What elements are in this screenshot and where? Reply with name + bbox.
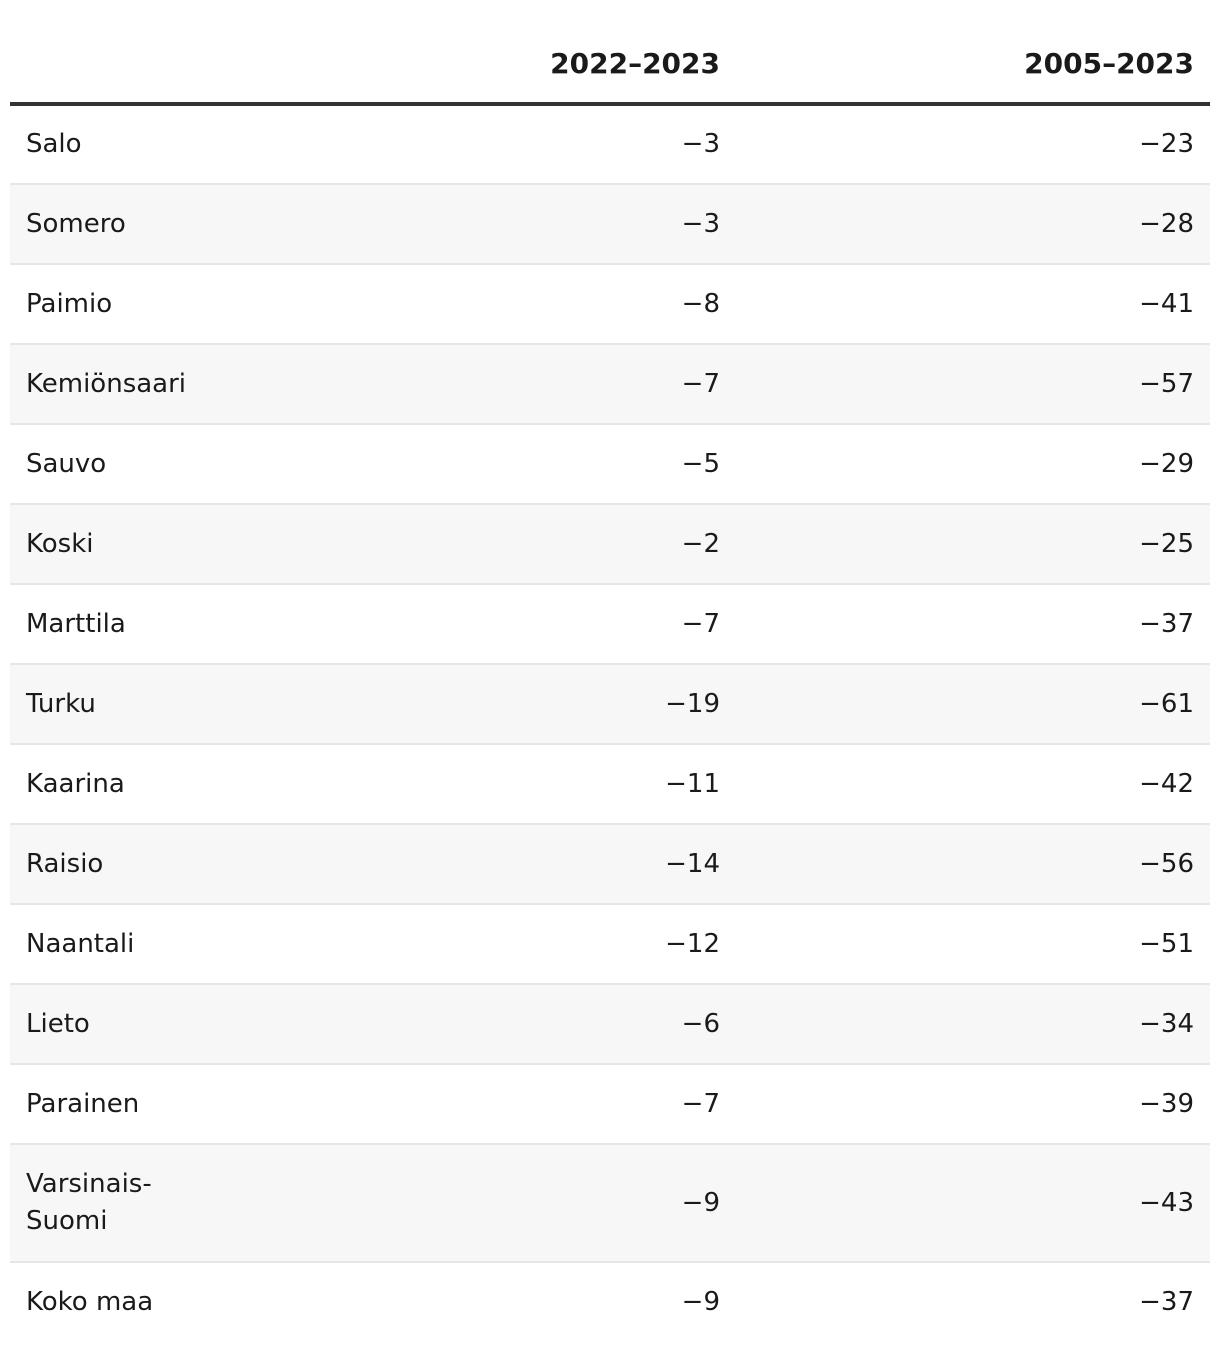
region-name-cell: Raisio	[10, 824, 220, 905]
value-2022-2023-cell: −3	[220, 104, 720, 185]
value-2022-2023-cell: −9	[220, 1144, 720, 1263]
value-2005-2023-cell: −25	[720, 504, 1210, 585]
value-2005-2023-cell: −37	[720, 584, 1210, 665]
table-row: Raisio −14 −56	[10, 824, 1210, 905]
value-2005-2023-cell: −28	[720, 184, 1210, 265]
table-row: Koski −2 −25	[10, 504, 1210, 585]
value-2022-2023-cell: −14	[220, 824, 720, 905]
column-header-2022-2023: 2022–2023	[220, 0, 720, 106]
region-name-cell: Koko maa	[26, 1287, 154, 1317]
table-row: Paimio −8 −41	[10, 264, 1210, 345]
header-row: 2022–2023 2005–2023	[10, 0, 1210, 106]
value-2022-2023-cell: −12	[220, 904, 720, 985]
table-row: Somero −3 −28	[10, 184, 1210, 265]
table-row: Naantali −12 −51	[10, 904, 1210, 985]
value-2022-2023-cell: −3	[220, 184, 720, 265]
value-2005-2023-cell: −23	[720, 104, 1210, 185]
value-2022-2023-cell: −7	[220, 344, 720, 425]
region-name-cell: Paimio	[10, 264, 220, 345]
value-2022-2023-cell: −7	[220, 1064, 720, 1145]
region-name-cell: Marttila	[10, 584, 220, 665]
region-name-cell: Kaarina	[10, 744, 220, 825]
value-2022-2023-cell: −6	[220, 984, 720, 1065]
data-table-container: 2022–2023 2005–2023 Salo −3 −23 Somero −…	[10, 0, 1210, 1342]
region-name-cell: Somero	[10, 184, 220, 265]
region-name-cell: Naantali	[10, 904, 220, 985]
table-row: Turku −19 −61	[10, 664, 1210, 745]
value-2005-2023-cell: −57	[720, 344, 1210, 425]
value-2005-2023-cell: −51	[720, 904, 1210, 985]
value-2005-2023-cell: −29	[720, 424, 1210, 505]
column-header-region	[10, 0, 220, 106]
region-name-cell: Parainen	[10, 1064, 220, 1145]
table-header: 2022–2023 2005–2023	[10, 0, 1210, 106]
table-row: Lieto −6 −34	[10, 984, 1210, 1065]
value-2005-2023-cell: −42	[720, 744, 1210, 825]
region-name-cell: Kemiönsaari	[10, 344, 220, 425]
table-row: Salo −3 −23	[10, 104, 1210, 185]
region-name-cell: Lieto	[10, 984, 220, 1065]
table-row: Sauvo −5 −29	[10, 424, 1210, 505]
value-2022-2023-cell: −7	[220, 584, 720, 665]
value-2005-2023-cell: −34	[720, 984, 1210, 1065]
value-2022-2023-cell: −2	[220, 504, 720, 585]
value-2005-2023-cell: −43	[720, 1144, 1210, 1263]
table-row: Koko maa −9 −37	[10, 1262, 1210, 1342]
region-name-cell: Sauvo	[10, 424, 220, 505]
value-2005-2023-cell: −41	[720, 264, 1210, 345]
table-row: Kemiönsaari −7 −57	[10, 344, 1210, 425]
value-2005-2023-cell: −61	[720, 664, 1210, 745]
region-name-cell: Varsinais-Suomi	[10, 1144, 220, 1263]
value-2005-2023-cell: −56	[720, 824, 1210, 905]
region-name-cell: Koski	[10, 504, 220, 585]
table-row: Varsinais-Suomi −9 −43	[10, 1144, 1210, 1263]
value-2022-2023-cell: −11	[220, 744, 720, 825]
value-2005-2023-cell: −37	[1139, 1287, 1194, 1317]
value-2022-2023-cell: −19	[220, 664, 720, 745]
value-2022-2023-cell: −8	[220, 264, 720, 345]
table-row: Kaarina −11 −42	[10, 744, 1210, 825]
value-2022-2023-cell: −5	[220, 424, 720, 505]
data-table: 2022–2023 2005–2023 Salo −3 −23 Somero −…	[10, 0, 1210, 1342]
column-header-2005-2023: 2005–2023	[720, 0, 1210, 106]
value-2022-2023-cell: −9	[681, 1287, 720, 1317]
table-row: Parainen −7 −39	[10, 1064, 1210, 1145]
table-body: Salo −3 −23 Somero −3 −28 Paimio −8 −41 …	[10, 104, 1210, 1342]
region-name-cell: Turku	[10, 664, 220, 745]
value-2005-2023-cell: −39	[720, 1064, 1210, 1145]
table-row: Marttila −7 −37	[10, 584, 1210, 665]
region-name-cell: Salo	[10, 104, 220, 185]
